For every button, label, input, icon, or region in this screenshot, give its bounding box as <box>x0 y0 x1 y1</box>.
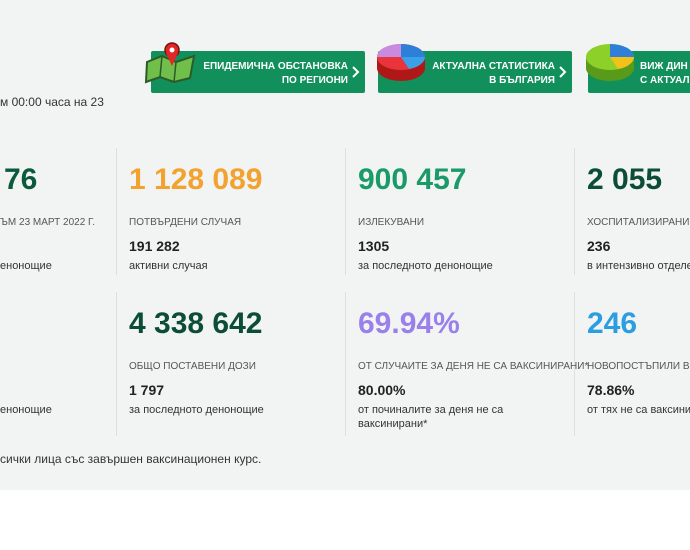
stat-label: ИЗЛЕКУВАНИ <box>358 217 425 228</box>
stat-sub-value: 236 <box>587 238 611 254</box>
button-line: ВИЖ ДИН <box>640 61 688 72</box>
stat-sub-value: 80.00% <box>358 382 406 398</box>
button-line: АКТУАЛНА СТАТИСТИКА <box>432 61 555 72</box>
stat-sub-value: 78.86% <box>587 382 635 398</box>
stat-label: НОВОПОСТЪПИЛИ В БО <box>587 361 690 372</box>
chevron <box>559 66 567 78</box>
divider <box>574 148 575 275</box>
stat-label: ПОТВЪРДЕНИ СЛУЧАЯ <box>129 217 242 228</box>
stat-value: 246 <box>587 307 638 340</box>
stat-value: 2 055 <box>587 163 663 196</box>
button-text: ЕПИДЕМИЧНА ОБСТАНОВКА ПО РЕГИОНИ <box>203 60 348 88</box>
pie-icon <box>586 44 634 81</box>
stat-sub-value: 1 797 <box>129 382 165 398</box>
divider <box>574 292 575 436</box>
stat-sub-label: енонощие <box>0 404 52 416</box>
button-line: С АКТУАЛ <box>640 75 690 86</box>
notice: м 00:00 часа на 23 <box>0 95 104 109</box>
pie-icon <box>377 44 425 81</box>
divider <box>345 292 346 436</box>
button-line: ЕПИДЕМИЧНА ОБСТАНОВКА <box>203 61 348 72</box>
stat-label: ОТ СЛУЧАИТЕ ЗА ДЕНЯ НЕ СА ВАКСИНИРАНИ* <box>358 361 589 372</box>
button-text: АКТУАЛНА СТАТИСТИКА В БЪЛГАРИЯ <box>432 60 555 88</box>
stat-value: 76 <box>4 163 38 196</box>
map-icon <box>144 42 196 84</box>
stat-sub-label: за последното денонощие <box>129 404 264 416</box>
stat-label: ХОСПИТАЛИЗИРАНИ <box>587 217 690 228</box>
stat-sub-label: от починалите за деня не са ваксинирани* <box>358 404 504 430</box>
stat-value: 69.94% <box>358 307 460 340</box>
stat-value: 900 457 <box>358 163 467 196</box>
stat-sub-label: енонощие <box>0 260 52 272</box>
divider <box>345 148 346 275</box>
button-line: ПО РЕГИОНИ <box>281 75 348 86</box>
divider <box>116 148 117 275</box>
divider <box>116 292 117 436</box>
chevron <box>352 66 360 78</box>
button-text: ВИЖ ДИН С АКТУАЛ <box>640 60 690 88</box>
stat-sub-label: от тях не са ваксини <box>587 404 690 416</box>
stat-sub-value: 191 282 <box>129 238 180 254</box>
stat-sub-label: за последното денонощие <box>358 260 493 272</box>
stat-sub-label: в интензивно отделе <box>587 260 690 272</box>
stat-sub-value: 1305 <box>358 238 390 254</box>
stat-label: ОБЩО ПОСТАВЕНИ ДОЗИ <box>129 361 256 372</box>
footnote: сички лица със завършен ваксинационен ку… <box>0 452 262 466</box>
stat-value: 4 338 642 <box>129 307 263 340</box>
stat-value: 1 128 089 <box>129 163 263 196</box>
stat-sub-label: активни случая <box>129 260 208 272</box>
button-line: В БЪЛГАРИЯ <box>489 75 555 86</box>
stat-label: ЪМ 23 МАРТ 2022 Г. <box>0 217 96 228</box>
